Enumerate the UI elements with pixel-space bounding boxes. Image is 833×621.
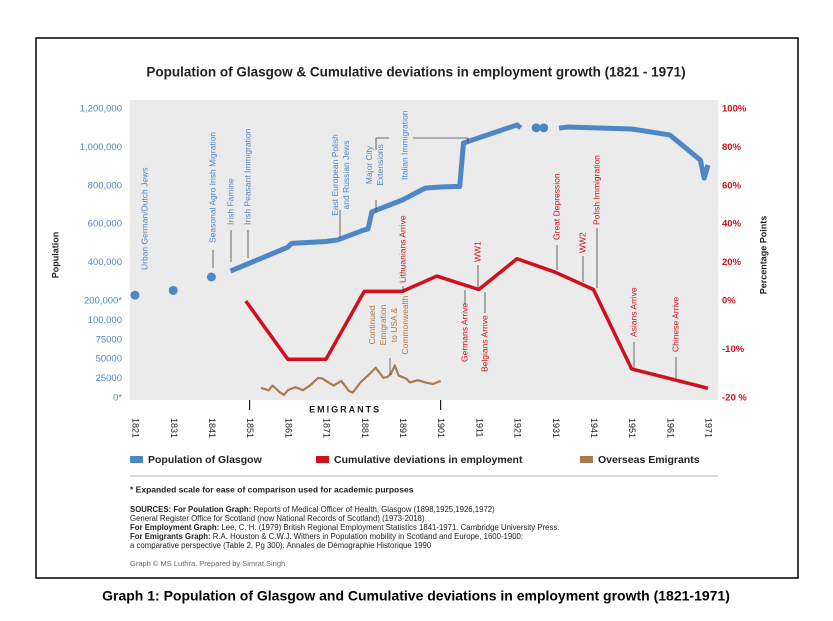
annotation: East European Polish [330, 134, 340, 216]
source-line: General Register Office for Scotland (no… [130, 514, 425, 523]
y2-tick-label: 20% [722, 257, 742, 268]
annotation: Major City [364, 145, 374, 184]
x-tick-label: 1851 [245, 418, 255, 438]
data-point [130, 290, 140, 300]
y-tick-label: 200,000* [84, 296, 122, 307]
x-tick-label: 1941 [589, 418, 599, 438]
y2-axis-title: Percentage Points [758, 216, 768, 295]
annotation: Chinese Arrive [670, 296, 680, 352]
y-tick-label: 100,000 [88, 315, 122, 326]
x-tick-label: 1821 [131, 418, 141, 438]
y-tick-label: 1,000,000 [80, 142, 122, 153]
annotation: WW1 [472, 241, 482, 262]
data-point [168, 285, 178, 295]
x-tick-label: 1891 [398, 418, 408, 438]
y-axis-title: Population [50, 232, 60, 279]
data-point [531, 123, 541, 133]
source-label: For Employment Graph: [130, 523, 219, 532]
annotation: Asians Arrive [628, 287, 638, 337]
source-text: R.A. Houston & C.W.J. Withers in Populat… [213, 532, 523, 541]
annotation: Polish Immigration [591, 155, 601, 225]
data-point [539, 123, 549, 133]
source-text: a comparative perspective (Table 2, Pg 3… [130, 541, 432, 550]
annotation: Continued [367, 305, 377, 344]
legend-swatch [580, 456, 593, 463]
y2-tick-label: 0% [722, 296, 736, 307]
annotation: Irish Famine [225, 178, 235, 225]
y2-tick-label: 60% [722, 180, 742, 191]
annotation: Emigration [378, 304, 388, 345]
y2-tick-label: 40% [722, 219, 742, 230]
legend-label: Population of Glasgow [148, 454, 263, 466]
source-line: a comparative perspective (Table 2, Pg 3… [130, 541, 432, 550]
legend-swatch [130, 456, 143, 463]
series-line [229, 122, 523, 274]
annotation: Germans Arrive [459, 303, 469, 362]
source-text: Lee, C. H. (1979) British Regional Emplo… [221, 523, 559, 532]
series-line [260, 364, 442, 396]
annotation: Seasonal Agro Irish Migration [207, 132, 217, 243]
x-tick-label: 1871 [322, 418, 332, 438]
series-line [244, 257, 709, 390]
y-tick-label: 50000 [96, 354, 122, 365]
y2-tick-label: 100% [722, 104, 747, 115]
annotation: WW2 [577, 232, 587, 253]
x-tick-label: 1841 [207, 418, 217, 438]
x-tick-label: 1951 [627, 418, 637, 438]
annotation: and Russian Jews [341, 141, 351, 210]
y-tick-label: 75000 [96, 334, 122, 345]
x-tick-label: 1931 [551, 418, 561, 438]
annotation: to USA & [389, 307, 399, 342]
annotation: Irish Peasant Immigration [242, 128, 252, 225]
x-tick-label: 1961 [665, 418, 675, 438]
x-tick-label: 1971 [704, 418, 714, 438]
annotation-leader [413, 137, 469, 143]
annotation: Italian Immigration [399, 110, 409, 180]
y-tick-label: 25000 [96, 373, 122, 384]
x-tick-label: 1861 [283, 418, 293, 438]
y-tick-label: 800,000 [88, 180, 122, 191]
y2-tick-label: -20 % [722, 393, 747, 404]
x-tick-label: 1911 [474, 418, 484, 437]
annotation: Urban German/Dutch Jews [139, 167, 149, 270]
y-tick-label: 600,000 [88, 219, 122, 230]
annotation: Belgians Arrive [479, 315, 489, 372]
y-tick-label: 0* [113, 393, 122, 404]
plot-area [130, 100, 718, 400]
legend-label: Cumulative deviations in employment [334, 454, 523, 466]
footnote: * Expanded scale for ease of comparison … [130, 484, 414, 494]
y-tick-label: 400,000 [88, 257, 122, 268]
annotation: Extensions [375, 144, 385, 186]
chart-title: Population of Glasgow & Cumulative devia… [146, 65, 685, 80]
source-text: General Register Office for Scotland (no… [130, 514, 425, 523]
source-line: For Employment Graph: Lee, C. H. (1979) … [130, 523, 559, 532]
legend-swatch [316, 456, 329, 463]
annotation: Great Depression [551, 173, 561, 240]
emigrants-label: EMIGRANTS [309, 404, 381, 414]
annotation: Lithuanians Arrive [397, 215, 407, 283]
x-tick-label: 1881 [360, 418, 370, 438]
data-point [206, 272, 216, 282]
y2-tick-label: -10% [722, 344, 745, 355]
source-label: For Emigrants Graph: [130, 532, 211, 541]
x-tick-label: 1921 [513, 418, 523, 438]
x-tick-label: 1831 [169, 418, 179, 438]
source-line: For Emigrants Graph: R.A. Houston & C.W.… [130, 532, 523, 541]
x-tick-label: 1901 [436, 418, 446, 438]
credit: Graph © MS Luthra. Prepared by Simrat Si… [130, 559, 285, 568]
legend-label: Overseas Emigrants [598, 454, 700, 466]
source-line: SOURCES: For Poulation Graph: Reports of… [130, 505, 495, 514]
y-tick-label: 1,200,000 [80, 104, 122, 115]
source-label: SOURCES: For Poulation Graph: [130, 505, 251, 514]
source-text: Reports of Medical Officer of Health, Gl… [253, 505, 495, 514]
series-line [558, 124, 711, 181]
annotation-leader [375, 137, 389, 150]
caption: Graph 1: Population of Glasgow and Cumul… [102, 588, 730, 604]
annotation: Commonwealth [400, 295, 410, 354]
y2-tick-label: 80% [722, 142, 742, 153]
